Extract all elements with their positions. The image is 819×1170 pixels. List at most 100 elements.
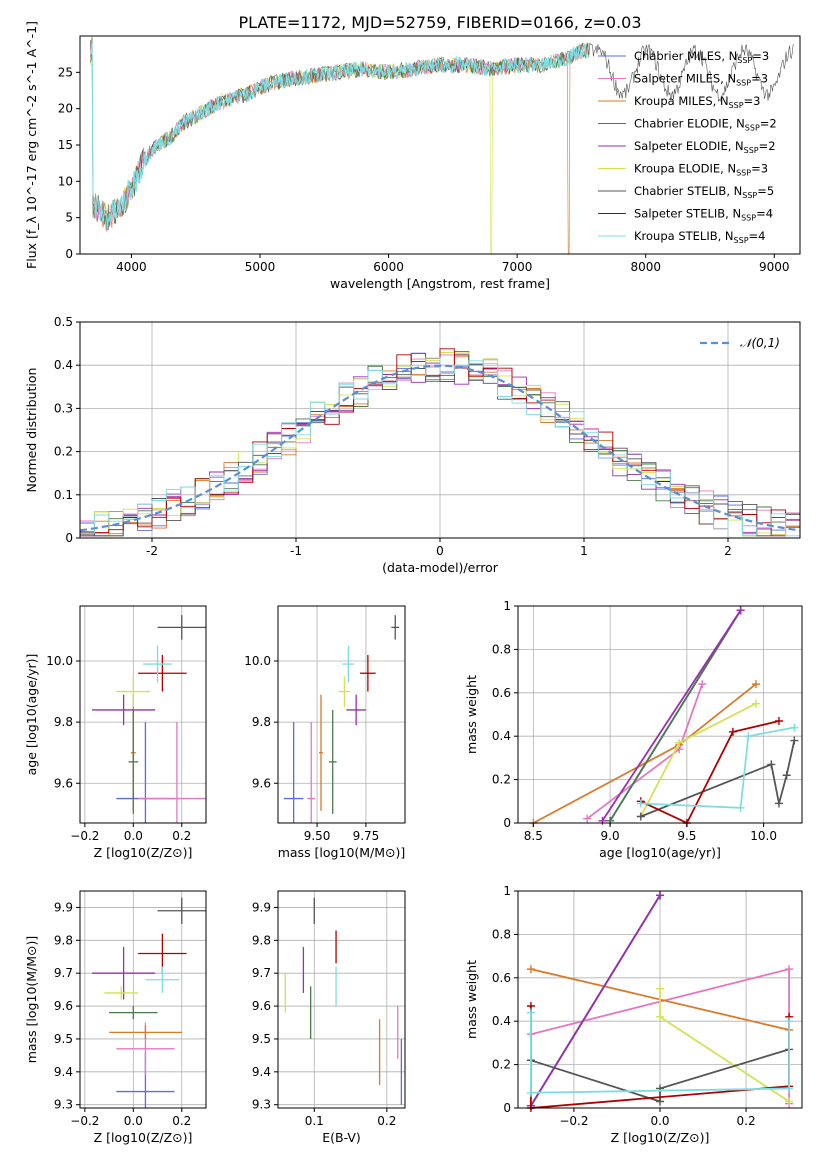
weight-line-kroupa-stelib <box>636 723 799 812</box>
axes-frame <box>277 605 406 824</box>
errorbar-chabrier-stelib <box>157 897 206 924</box>
weight-line-salpeter-elodie <box>598 606 745 825</box>
weight-line-path <box>530 1048 790 1103</box>
plus-marker <box>790 723 799 732</box>
y-tick-label: 15 <box>58 138 73 152</box>
panel-mass_vs_Z: −0.2 0.0 0.2 9.3 9.4 9.5 9.6 9.7 9.8 9.9 Z [log10(… <box>24 890 207 1145</box>
plus-marker <box>751 680 760 689</box>
y-tick-label: 9.9 <box>252 900 271 914</box>
x-tick-label: 1 <box>580 544 588 558</box>
y-tick-label: 0.3 <box>54 401 73 415</box>
errorbar-kroupa-stelib <box>342 645 355 683</box>
y-tick-label: 9.6 <box>252 999 271 1013</box>
y-tick-label: 0.5 <box>54 315 73 329</box>
legend-entry: Chabrier MILES, NSSP=3 <box>634 49 769 65</box>
x-axis-label: (data-model)/error <box>382 560 499 575</box>
errorbar-kroupa-stelib <box>145 966 180 993</box>
panel-weight_vs_Z: −0.2 0.0 0.2 0 0.2 0.4 0.6 0.8 1 Z [log10(Z/Z⊙)] m… <box>464 884 803 1145</box>
x-tick-label: 0.2 <box>172 829 191 843</box>
plus-marker <box>782 771 791 780</box>
errorbar-salpeter-stelib <box>360 654 376 692</box>
y-tick-label: 0.6 <box>492 971 511 985</box>
y-tick-label: 9.6 <box>54 999 73 1013</box>
y-tick-label: 0.2 <box>54 445 73 459</box>
panel-age_vs_Z: −0.2 0.0 0.2 9.6 9.8 10.0 Z [log10(Z/Z⊙)] age [… <box>24 605 207 860</box>
plus-marker <box>636 799 645 808</box>
spectrum-line-kroupa-stelib <box>89 42 590 230</box>
errorbar-salpeter-elodie <box>346 694 366 726</box>
x-tick-label: 9.0 <box>601 829 620 843</box>
y-axis-label: Flux [f_λ 10^-17 erg cm^-2 s^-1 A^-1] <box>24 21 39 269</box>
x-tick-label: 10.0 <box>750 829 777 843</box>
x-tick-label: 0.0 <box>650 1114 669 1128</box>
y-tick-label: 9.6 <box>252 776 271 790</box>
y-tick-label: 1 <box>503 599 511 613</box>
plus-marker <box>656 984 664 993</box>
plus-marker <box>785 1017 794 1026</box>
plus-marker <box>728 727 737 736</box>
y-tick-label: 10 <box>58 174 73 188</box>
errorbar-chabrier-miles <box>283 722 304 823</box>
panel-mass_vs_ebv: 0.1 0.2 9.3 9.4 9.5 9.6 9.7 9.8 9.9 E(B-V) <box>252 890 406 1145</box>
y-tick-label: 0.8 <box>492 642 511 656</box>
x-tick-label: 6000 <box>373 260 404 274</box>
plus-marker <box>526 965 535 974</box>
legend-entry: Kroupa ELODIE, NSSP=3 <box>634 162 768 178</box>
y-tick-label: 9.8 <box>54 715 73 729</box>
y-tick-label: 0 <box>503 1101 511 1115</box>
errorbar-salpeter-miles <box>307 722 316 823</box>
errorbar-salpeter-elodie <box>92 694 156 726</box>
plot-area-mass_vs_Z <box>92 897 206 1108</box>
y-tick-label: 9.6 <box>54 776 73 790</box>
x-tick-label: 0.2 <box>737 1114 756 1128</box>
errorbar-salpeter-elodie <box>92 946 156 1000</box>
plot-area-spectrum <box>89 36 794 254</box>
y-tick-label: 9.8 <box>252 715 271 729</box>
axes-frame <box>277 890 406 1109</box>
legend-spectrum: Chabrier MILES, NSSP=3 Salpeter MILES, NS… <box>598 49 777 245</box>
x-axis-label: wavelength [Angstrom, rest frame] <box>330 276 550 291</box>
x-tick-label: 9.75 <box>353 829 380 843</box>
plus-marker <box>774 799 783 808</box>
errorbar-chabrier-elodie <box>109 1006 158 1020</box>
plus-marker <box>583 814 592 823</box>
errorbar-kroupa-miles <box>319 694 323 811</box>
plus-marker <box>526 1008 535 1017</box>
weight-line-salpeter-stelib <box>636 717 783 827</box>
legend-entry: Salpeter ELODIE, NSSP=2 <box>634 139 776 155</box>
y-tick-label: 0 <box>503 816 511 830</box>
y-tick-label: 9.7 <box>54 966 73 980</box>
y-tick-label: 0.8 <box>492 927 511 941</box>
y-tick-label: 9.5 <box>252 1032 271 1046</box>
plus-marker <box>736 803 745 812</box>
plus-marker <box>698 680 707 689</box>
x-tick-label: -1 <box>290 544 302 558</box>
y-tick-label: 0.6 <box>492 686 511 700</box>
y-axis-label: mass [log10(M/M⊙)] <box>24 936 39 1064</box>
panel-spectrum: 4000 5000 6000 7000 8000 9000 0 5 10 15 20 25 wavele… <box>24 21 801 291</box>
plus-marker <box>636 812 645 821</box>
y-axis-label: mass weight <box>464 675 479 754</box>
y-tick-label: 9.9 <box>54 900 73 914</box>
y-tick-label: 0.2 <box>492 1058 511 1072</box>
errorbar-kroupa-elodie <box>116 676 151 707</box>
y-tick-label: 9.8 <box>54 933 73 947</box>
plus-marker <box>751 699 760 708</box>
y-tick-label: 20 <box>58 102 73 116</box>
plus-marker <box>656 891 664 900</box>
y-tick-label: 0.1 <box>54 488 73 502</box>
weight-line-path <box>640 720 780 825</box>
plot-area-mass_vs_ebv <box>284 897 403 1105</box>
weight-line-path <box>530 1012 790 1094</box>
errorbar-salpeter-miles <box>138 722 206 823</box>
plus-marker <box>656 1012 664 1021</box>
y-tick-label: 9.8 <box>252 933 271 947</box>
plus-marker <box>785 1097 794 1106</box>
x-tick-label: 5000 <box>245 260 276 274</box>
panel-weight_vs_age: 8.5 9.0 9.5 10.0 0 0.2 0.4 0.6 0.8 1 age [log10(ag… <box>464 599 803 860</box>
plus-marker <box>790 736 799 745</box>
x-tick-label: 4000 <box>116 260 147 274</box>
plot-area-age_vs_mass <box>283 615 400 823</box>
